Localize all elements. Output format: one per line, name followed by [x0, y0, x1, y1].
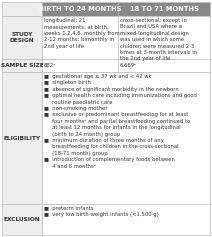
Text: SAMPLE SIZE: SAMPLE SIZE [1, 63, 43, 68]
Text: ■  preterm infants
■  very low birth-weight infants (<1,500 g): ■ preterm infants ■ very low birth-weigh… [44, 206, 159, 217]
Bar [2, 2, 42, 16]
Text: STUDY
DESIGN: STUDY DESIGN [10, 32, 34, 43]
Bar [42, 72, 210, 204]
Bar [42, 2, 118, 16]
Bar [42, 59, 118, 72]
Text: ■  gestational age ≥ 37 wk and < 42 wk
■  singleton birth
■  absence of signific: ■ gestational age ≥ 37 wk and < 42 wk ■ … [44, 74, 197, 169]
Text: 882ᵃ: 882ᵃ [44, 63, 56, 68]
Text: cross-sectional; except in
Brazil and USA where a
mixed-longitudinal design
was : cross-sectional; except in Brazil and US… [120, 18, 197, 61]
Bar [118, 16, 210, 59]
Bar [42, 16, 118, 59]
Text: EXCLUSION: EXCLUSION [4, 217, 40, 222]
Bar [2, 204, 42, 235]
Text: 6,669ᵇ: 6,669ᵇ [120, 63, 137, 68]
Bar [118, 2, 210, 16]
Text: BIRTH TO 24 MONTHS: BIRTH TO 24 MONTHS [39, 6, 121, 12]
Text: longitudinal; 21
measurements: at birth,
weeks 1,2,4,6, monthly from
2-12 months: longitudinal; 21 measurements: at birth,… [44, 18, 120, 49]
Bar [118, 59, 210, 72]
Bar [2, 72, 42, 204]
Bar [42, 204, 210, 235]
Text: ELIGIBILITY: ELIGIBILITY [3, 136, 40, 141]
Bar [2, 59, 42, 72]
Bar [2, 16, 42, 59]
Text: 18 TO 71 MONTHS: 18 TO 71 MONTHS [130, 6, 198, 12]
